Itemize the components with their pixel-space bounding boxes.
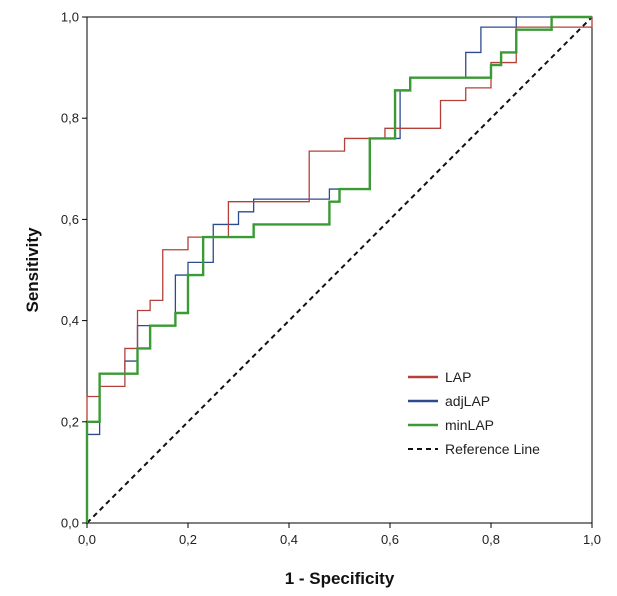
series-line-minlap <box>85 15 592 523</box>
x-tick-label: 0,8 <box>482 532 500 547</box>
series-layer <box>85 15 593 524</box>
y-tick-label: 0,6 <box>61 212 79 227</box>
y-tick-label: 0,8 <box>61 111 79 126</box>
axis-layer: 0,0 0,2 0,4 0,6 0,8 1,0 0,0 0,2 0,4 0,6 0,8 1,0 <box>61 10 601 548</box>
legend-label: Reference Line <box>445 441 540 457</box>
x-tick-label: 0,6 <box>381 532 399 547</box>
plot-frame <box>86 16 593 524</box>
legend-label: LAP <box>445 369 471 385</box>
x-tick-label: 1,0 <box>583 532 601 547</box>
x-tick-label: 0,2 <box>179 532 197 547</box>
series-line-lap <box>86 17 593 523</box>
x-tick-label: 0,4 <box>280 532 298 547</box>
series-line-reference-line <box>86 16 593 524</box>
x-axis-title: 1 - Specificity <box>285 569 395 588</box>
y-tick-label: 1,0 <box>61 10 79 25</box>
legend: LAP adjLAP minLAP Reference Line <box>408 369 540 457</box>
legend-label: adjLAP <box>445 393 490 409</box>
y-tick-label: 0,0 <box>61 516 79 531</box>
y-tick-label: 0,2 <box>61 414 79 429</box>
y-axis-title: Sensitivity <box>23 227 42 313</box>
legend-label: minLAP <box>445 417 494 433</box>
series-line-adjlap <box>86 16 592 523</box>
x-tick-label: 0,0 <box>78 532 96 547</box>
y-tick-label: 0,4 <box>61 313 79 328</box>
